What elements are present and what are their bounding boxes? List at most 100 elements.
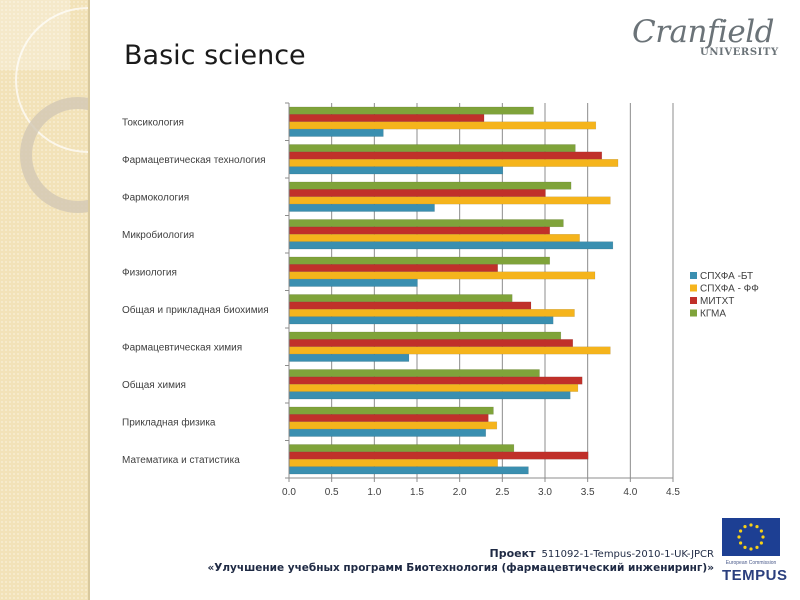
- tempus-logo: European Commission TEMPUS: [722, 518, 788, 590]
- legend-swatch: [690, 297, 697, 304]
- legend-swatch: [690, 272, 697, 279]
- bar-митхт-5: [289, 301, 532, 310]
- decorative-circles-icon: [0, 0, 88, 213]
- bar-спхфа-бт-0: [289, 128, 384, 137]
- bar-спхфа-бт-7: [289, 391, 571, 400]
- category-label: Микробиология: [122, 229, 194, 241]
- bar-спхфа-бт-8: [289, 428, 487, 437]
- bar-спхфа-бт-1: [289, 166, 504, 175]
- x-tick-labels: 0.0 0.5 1.0 1.5 2.0 2.5 3.0 3.5 4.0 4.5: [282, 487, 680, 498]
- bar-спхфа-бт-2: [289, 203, 435, 212]
- category-label: Прикладная физика: [122, 416, 216, 428]
- bar-спхфа-фф-4: [289, 271, 596, 280]
- bar-спхфа-бт-3: [289, 241, 614, 250]
- project-name: «Улучшение учебных программ Биотехнологи…: [207, 562, 714, 574]
- bar-кгма-1: [289, 144, 576, 153]
- bar-спхфа-фф-5: [289, 309, 575, 317]
- bar-кгма-4: [289, 256, 551, 265]
- eu-star-icon: [759, 541, 763, 545]
- legend-label: СПХФА -БТ: [700, 271, 753, 282]
- legend-label: СПХФА - ФФ: [700, 284, 759, 295]
- axes: [285, 102, 674, 482]
- bar-спхфа-бт-6: [289, 353, 410, 362]
- bar-митхт-9: [289, 451, 589, 460]
- x-tick-label: 4.5: [666, 487, 680, 498]
- bar-спхфа-фф-2: [289, 196, 611, 205]
- cranfield-logo: Cranfield UNIVERSITY: [630, 14, 790, 64]
- category-label: Общая и прикладная биохимия: [122, 304, 269, 316]
- bar-митхт-2: [289, 189, 546, 198]
- legend-swatch: [690, 284, 697, 292]
- category-label: Фармацевтическая технология: [122, 155, 266, 166]
- bar-спхфа-фф-1: [289, 159, 619, 167]
- x-tick-label: 3.0: [538, 487, 552, 498]
- x-tick-label: 1.5: [410, 487, 424, 498]
- bar-спхфа-бт-5: [289, 316, 554, 325]
- x-tick-label: 4.0: [623, 487, 637, 498]
- eu-star-icon: [759, 529, 763, 533]
- eu-star-icon: [755, 545, 759, 549]
- logo-main-text: Cranfield: [632, 14, 774, 50]
- x-tick-label: 2.0: [453, 487, 467, 498]
- logo-sub-text: UNIVERSITY: [700, 47, 779, 58]
- bar-кгма-5: [289, 294, 513, 303]
- bar-митхт-3: [289, 226, 551, 235]
- bar-спхфа-фф-9: [289, 459, 498, 467]
- eu-flag-icon: [722, 518, 780, 556]
- bar-кгма-6: [289, 331, 562, 340]
- bar-митхт-7: [289, 376, 583, 385]
- bar-спхфа-фф-3: [289, 234, 580, 242]
- eu-star-icon: [749, 523, 753, 527]
- bar-спхфа-бт-4: [289, 278, 418, 287]
- eu-star-icon: [739, 529, 743, 533]
- legend-label: КГМА: [700, 309, 726, 320]
- category-labels: Токсикология Фармацевтическая технология Ф…: [122, 117, 269, 466]
- eu-star-icon: [761, 535, 765, 539]
- eu-star-icon: [743, 545, 747, 549]
- project-line: Проект 511092-1-Tempus-2010-1-UK-JPCR: [207, 547, 714, 560]
- bar-спхфа-бт-9: [289, 466, 529, 475]
- bar-кгма-9: [289, 444, 515, 453]
- bar-спхфа-фф-8: [289, 421, 498, 430]
- x-tick-label: 0.0: [282, 487, 296, 498]
- bar-кгма-0: [289, 106, 534, 115]
- category-label: Фармокология: [122, 192, 189, 203]
- x-tick-label: 0.5: [325, 487, 339, 498]
- slide-title: Basic science: [124, 40, 306, 71]
- bar-митхт-0: [289, 114, 485, 122]
- bar-митхт-4: [289, 264, 498, 273]
- tempus-caption: European Commission: [725, 560, 777, 566]
- tempus-name: TEMPUS: [722, 567, 788, 584]
- bar-кгма-8: [289, 406, 494, 415]
- project-label: Проект: [489, 547, 536, 560]
- category-label: Физиология: [122, 267, 177, 278]
- bar-митхт-8: [289, 414, 489, 423]
- bar-митхт-6: [289, 339, 574, 348]
- bar-митхт-1: [289, 151, 603, 160]
- bar-кгма-2: [289, 181, 572, 190]
- bar-спхфа-фф-7: [289, 384, 579, 392]
- eu-star-icon: [749, 547, 753, 551]
- project-footer: Проект 511092-1-Tempus-2010-1-UK-JPCR «Ул…: [207, 547, 714, 574]
- project-code: 511092-1-Tempus-2010-1-UK-JPCR: [541, 549, 715, 560]
- x-tick-label: 3.5: [581, 487, 595, 498]
- category-label: Фармацевтическая химия: [122, 342, 242, 353]
- eu-star-icon: [755, 525, 759, 529]
- bar-кгма-7: [289, 369, 540, 378]
- legend-swatch: [690, 309, 697, 317]
- eu-star-icon: [739, 541, 743, 545]
- eu-star-icon: [743, 525, 747, 529]
- bar-спхфа-фф-0: [289, 121, 597, 130]
- bars: [289, 106, 619, 475]
- category-label: Математика и статистика: [122, 455, 240, 466]
- legend-label: МИТХТ: [700, 296, 734, 307]
- category-label: Токсикология: [122, 117, 184, 128]
- bar-кгма-3: [289, 219, 564, 228]
- x-tick-label: 1.0: [367, 487, 381, 498]
- bar-спхфа-фф-6: [289, 346, 611, 355]
- x-tick-label: 2.5: [495, 487, 509, 498]
- decorative-side-panel: [0, 0, 90, 600]
- category-label: Общая химия: [122, 379, 186, 391]
